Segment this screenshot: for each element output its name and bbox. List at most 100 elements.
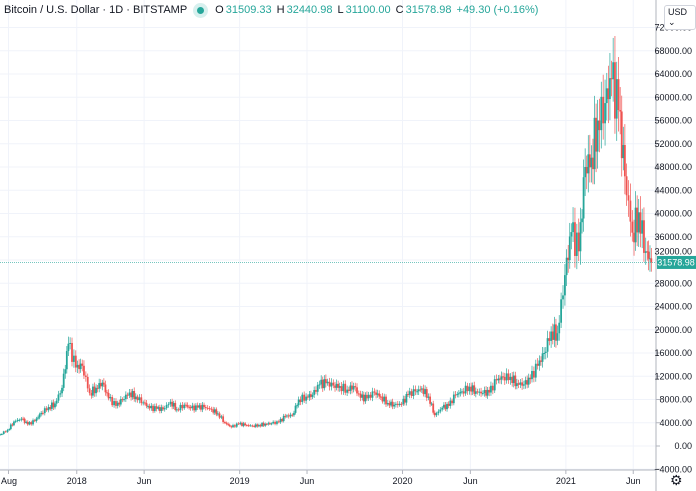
candle-body bbox=[210, 408, 213, 410]
candle-body bbox=[188, 406, 191, 408]
candle-body bbox=[160, 407, 163, 411]
candle-body bbox=[459, 391, 462, 394]
candle-body bbox=[321, 379, 324, 389]
symbol-title[interactable]: Bitcoin / U.S. Dollar · 1D · BITSTAMP bbox=[4, 4, 188, 16]
candle-body bbox=[315, 390, 317, 392]
candle-body bbox=[16, 419, 19, 422]
candle-body bbox=[502, 376, 504, 378]
candle-body bbox=[18, 419, 21, 421]
price-tick-label: 0.00 bbox=[674, 441, 692, 451]
candle-body bbox=[69, 342, 72, 344]
candle-body bbox=[186, 405, 189, 407]
candle-body bbox=[481, 393, 484, 395]
candle-body bbox=[347, 389, 350, 391]
candle-body bbox=[65, 351, 68, 370]
candle-body bbox=[394, 403, 397, 405]
candle-body bbox=[560, 299, 563, 323]
candle-body bbox=[400, 403, 403, 405]
candle-body bbox=[74, 355, 77, 368]
candle-body bbox=[106, 392, 108, 394]
candle-body bbox=[119, 399, 122, 405]
candle-body bbox=[225, 422, 228, 424]
candle-body bbox=[515, 383, 518, 387]
candle-body bbox=[277, 421, 280, 423]
candle-body bbox=[136, 396, 139, 401]
candle-body bbox=[553, 324, 556, 340]
open-value: 31509.33 bbox=[225, 4, 272, 16]
candle-body bbox=[247, 425, 250, 427]
price-tick-label: 32000.00 bbox=[654, 246, 692, 256]
candle-body bbox=[212, 409, 215, 413]
candle-body bbox=[6, 430, 9, 432]
candle-body bbox=[81, 363, 84, 366]
candle-body bbox=[556, 333, 559, 341]
candle-body bbox=[50, 402, 53, 409]
candle-body bbox=[582, 177, 585, 219]
price-tick-label: 8000.00 bbox=[659, 395, 692, 405]
candle-body bbox=[410, 391, 413, 396]
candle-body bbox=[35, 418, 38, 422]
candle-body bbox=[531, 370, 533, 380]
candle-body bbox=[444, 404, 447, 410]
candle-body bbox=[232, 425, 234, 428]
candle-body bbox=[503, 376, 506, 381]
candle-body bbox=[330, 382, 333, 387]
candle-body bbox=[507, 373, 510, 381]
candle-body bbox=[644, 251, 647, 253]
candle-body bbox=[424, 389, 427, 395]
candle-body bbox=[619, 110, 622, 112]
candle-body bbox=[144, 402, 146, 404]
candle-body bbox=[13, 421, 15, 426]
candle-body bbox=[28, 422, 31, 425]
candle-body bbox=[512, 375, 515, 383]
candle-body bbox=[274, 421, 276, 424]
candle-body bbox=[579, 222, 582, 252]
candle-body bbox=[427, 396, 430, 398]
candle-body bbox=[443, 404, 445, 408]
candle-body bbox=[433, 412, 436, 416]
candle-body bbox=[92, 386, 94, 396]
candle-body bbox=[483, 390, 486, 394]
candle-body bbox=[57, 394, 60, 401]
candle-body bbox=[568, 236, 571, 261]
candle-body bbox=[49, 407, 52, 409]
candle-body bbox=[308, 394, 311, 398]
candle-body bbox=[86, 376, 89, 389]
candle-body bbox=[145, 402, 148, 407]
currency-button[interactable]: USD ⌄ bbox=[664, 5, 696, 30]
candle-body bbox=[323, 379, 326, 389]
currency-label: USD bbox=[668, 7, 688, 17]
candle-body bbox=[38, 414, 41, 418]
candle-body bbox=[4, 431, 7, 433]
candle-body bbox=[324, 379, 327, 384]
candle-body bbox=[67, 343, 70, 352]
candle-body bbox=[37, 417, 39, 419]
candle-body bbox=[284, 415, 287, 417]
candle-body bbox=[303, 394, 306, 401]
candle-body bbox=[208, 408, 211, 410]
candle-body bbox=[43, 408, 46, 414]
candle-body bbox=[251, 425, 254, 427]
time-axis: Aug 2018 Jun 2019 Jun 2020 Jun 2021 Jun bbox=[1, 470, 640, 486]
candle-body bbox=[519, 382, 522, 385]
price-tick-label: 60000.00 bbox=[654, 92, 692, 102]
candle-body bbox=[595, 117, 597, 152]
candle-body bbox=[529, 377, 532, 380]
candle-body bbox=[140, 397, 143, 404]
candle-body bbox=[169, 401, 172, 405]
candle-body bbox=[585, 167, 588, 174]
change-value: +49.30 (+0.16%) bbox=[456, 4, 539, 16]
candle-body bbox=[11, 424, 14, 426]
candle-body bbox=[614, 62, 616, 119]
candle-body bbox=[337, 383, 340, 388]
candle-body bbox=[570, 232, 573, 237]
gear-icon[interactable]: ⚙ bbox=[670, 472, 683, 488]
candle-body bbox=[631, 221, 634, 233]
candle-body bbox=[558, 322, 561, 334]
candle-body bbox=[301, 394, 304, 403]
candle-body bbox=[230, 426, 233, 428]
candle-body bbox=[405, 393, 408, 403]
candle-body bbox=[378, 393, 381, 397]
candle-body bbox=[83, 365, 85, 376]
